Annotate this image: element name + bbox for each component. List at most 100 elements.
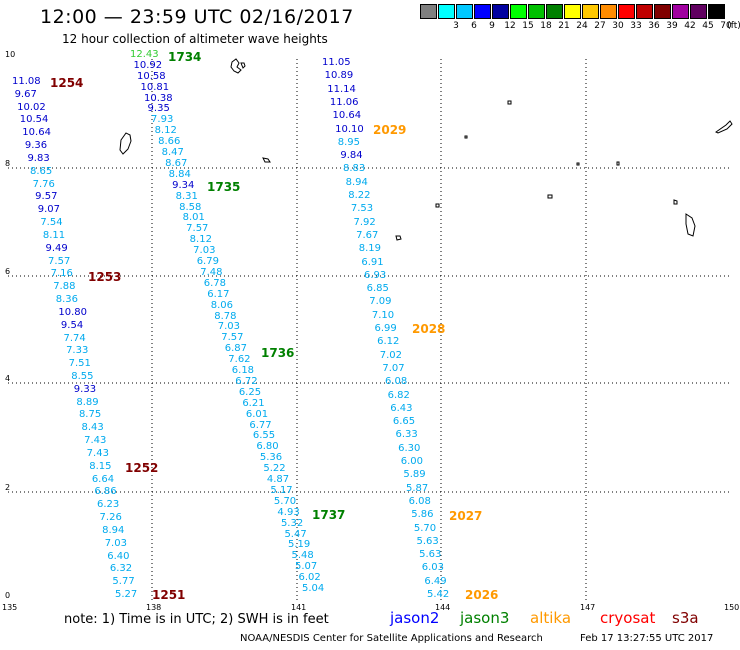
x-tick-label: 150 <box>724 603 740 612</box>
satellite-legend-item: altika <box>530 609 572 627</box>
wave-height-value: 8.95 <box>337 136 361 148</box>
wave-height-value: 9.57 <box>35 191 58 203</box>
wave-height-value: 7.57 <box>221 332 244 344</box>
wave-height-value: 6.82 <box>387 389 410 401</box>
wave-height-value: 8.31 <box>175 190 198 202</box>
wave-height-value: 5.19 <box>287 539 311 551</box>
wave-height-value: 11.05 <box>322 57 351 68</box>
color-swatch <box>654 4 671 19</box>
pass-label: 1736 <box>261 346 295 360</box>
wave-height-value: 7.26 <box>99 512 122 524</box>
wave-height-value: 8.58 <box>179 201 202 213</box>
wave-height-value: 7.57 <box>48 255 71 267</box>
color-scale-label: 9 <box>489 21 495 31</box>
wave-height-value: 8.43 <box>81 422 104 434</box>
wave-height-value: 7.43 <box>84 435 107 447</box>
island-shape <box>685 213 696 237</box>
color-scale-label: 18 <box>540 21 552 31</box>
wave-height-value: 11.08 <box>12 76 41 87</box>
color-swatch <box>672 4 689 19</box>
wave-height-value: 6.30 <box>398 442 421 454</box>
wave-height-value: 5.63 <box>416 535 439 547</box>
color-scale-unit: (ft) <box>727 21 740 31</box>
wave-height-value: 6.00 <box>400 456 424 467</box>
wave-height-value: 8.36 <box>55 294 79 306</box>
wave-height-value: 8.67 <box>165 157 188 169</box>
island-shape <box>119 132 132 155</box>
wave-height-value: 6.17 <box>207 288 230 300</box>
wave-height-value: 6.33 <box>395 429 418 441</box>
wave-height-value: 7.53 <box>350 203 374 215</box>
wave-height-value: 9.07 <box>37 204 61 216</box>
pass-label: 1737 <box>312 508 346 522</box>
wave-height-value: 7.48 <box>200 266 223 278</box>
wave-height-value: 6.91 <box>361 256 384 268</box>
wave-height-value: 9.54 <box>60 319 84 331</box>
wave-height-value: 5.07 <box>294 561 318 573</box>
color-swatch <box>600 4 617 19</box>
island-shape <box>673 199 678 205</box>
island-shape <box>464 135 468 139</box>
pass-label: 1734 <box>168 50 202 64</box>
wave-height-value: 10.02 <box>17 101 46 113</box>
wave-height-value: 5.17 <box>270 484 293 496</box>
color-swatch <box>420 4 437 19</box>
coastline <box>119 58 733 241</box>
color-scale-label: 15 <box>522 21 534 31</box>
timestamp: Feb 17 13:27:55 UTC 2017 <box>580 633 714 644</box>
wave-height-value: 7.16 <box>50 268 73 280</box>
satellite-legend-item: jason3 <box>460 609 510 627</box>
wave-height-value: 6.03 <box>421 562 445 574</box>
wave-height-value: 7.76 <box>32 178 55 190</box>
wave-height-value: 8.22 <box>348 190 371 201</box>
wave-height-value: 8.84 <box>168 168 191 180</box>
wave-height-value: 8.11 <box>42 229 66 241</box>
wave-height-value: 5.86 <box>411 509 434 521</box>
wave-height-value: 6.93 <box>364 269 387 281</box>
wave-height-value: 5.22 <box>263 463 286 475</box>
wave-height-value: 5.89 <box>403 469 426 481</box>
wave-height-value: 6.77 <box>249 419 272 431</box>
wave-height-value: 6.99 <box>374 323 397 334</box>
wave-height-value: 6.79 <box>196 256 219 268</box>
color-scale-label: 6 <box>471 21 477 31</box>
color-swatch <box>618 4 635 19</box>
wave-height-value: 5.70 <box>413 522 437 534</box>
wave-height-value: 6.23 <box>96 499 120 511</box>
wave-height-value: 9.84 <box>340 150 363 162</box>
wave-height-value: 8.55 <box>71 370 94 382</box>
wave-height-value: 7.10 <box>371 309 395 321</box>
pass-label: 1252 <box>125 461 159 475</box>
wave-height-value: 8.47 <box>161 147 184 159</box>
wave-height-value: 7.74 <box>63 332 86 344</box>
wave-height-value: 7.67 <box>356 229 379 241</box>
wave-height-value: 5.70 <box>273 495 297 507</box>
wave-height-value: 7.07 <box>382 362 405 374</box>
satellite-legend-item: jason2 <box>390 609 440 627</box>
color-scale-label: 3 <box>453 21 459 31</box>
wave-height-value: 5.48 <box>291 550 314 562</box>
wave-height-value: 9.49 <box>45 242 68 254</box>
wave-height-value: 11.06 <box>329 96 359 108</box>
island-shape <box>435 203 440 208</box>
x-tick-label: 135 <box>2 603 18 612</box>
island-shape <box>262 157 271 163</box>
wave-height-value: 8.19 <box>358 243 382 255</box>
color-scale-label: 12 <box>504 21 516 31</box>
wave-height-value: 6.01 <box>245 408 269 420</box>
wave-height-value: 6.08 <box>385 376 408 388</box>
color-scale-label: 30 <box>612 21 624 31</box>
wave-height-value: 9.83 <box>27 152 50 164</box>
wave-height-value: 5.77 <box>112 576 135 588</box>
wave-height-value: 6.08 <box>408 495 431 507</box>
wave-height-value: 7.03 <box>217 321 241 333</box>
color-swatch <box>564 4 581 19</box>
wave-height-value: 6.02 <box>298 572 321 584</box>
page-subtitle: 12 hour collection of altimeter wave hei… <box>62 32 328 46</box>
wave-height-value: 10.64 <box>22 127 51 139</box>
pass-label: 1253 <box>88 270 122 284</box>
island-shape <box>395 235 402 241</box>
wave-height-value: 6.72 <box>235 375 258 387</box>
wave-height-value: 8.12 <box>189 234 212 246</box>
wave-height-value: 8.89 <box>76 396 99 408</box>
